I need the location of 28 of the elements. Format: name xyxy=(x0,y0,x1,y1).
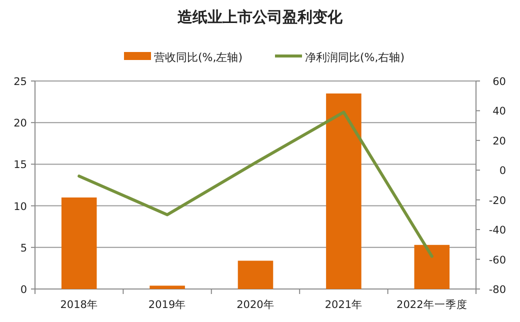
y2-tick-label: -60 xyxy=(488,254,506,266)
bar xyxy=(414,244,450,289)
bar xyxy=(150,286,185,289)
y2-tick-label: 40 xyxy=(492,106,506,118)
x-tick-label: 2018年 xyxy=(60,299,98,311)
bar xyxy=(238,260,274,289)
bar xyxy=(326,93,362,289)
bar xyxy=(61,197,97,289)
legend-label: 净利润同比(%,右轴) xyxy=(305,51,405,64)
y-tick-label: 0 xyxy=(20,284,27,296)
legend-label: 营收同比(%,左轴) xyxy=(154,51,243,64)
chart-title: 造纸业上市公司盈利变化 xyxy=(176,8,344,26)
y-tick-label: 5 xyxy=(20,242,27,254)
y-tick-label: 20 xyxy=(14,118,27,130)
y2-tick-label: 20 xyxy=(492,135,506,148)
y2-tick-label: 60 xyxy=(492,76,506,88)
y2-tick-label: -20 xyxy=(488,194,506,207)
line-series xyxy=(78,110,434,258)
x-tick-label: 2022年一季度 xyxy=(396,298,468,311)
x-tick-label: 2021年 xyxy=(324,299,363,311)
y-tick-label: 25 xyxy=(14,76,27,88)
y2-tick-label: -80 xyxy=(488,284,506,296)
y2-tick-label: -40 xyxy=(488,224,506,237)
x-tick-label: 2020年 xyxy=(236,299,274,311)
y-tick-label: 15 xyxy=(14,159,27,172)
y-tick-label: 10 xyxy=(14,200,27,213)
y2-tick-label: 0 xyxy=(499,165,506,178)
x-tick-label: 2019年 xyxy=(148,299,186,311)
